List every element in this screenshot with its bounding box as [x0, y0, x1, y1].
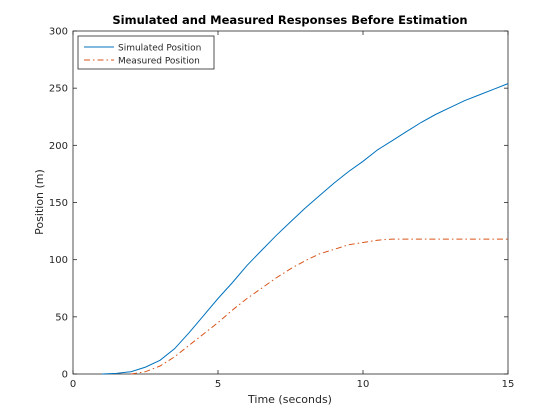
- y-tick-label: 100: [49, 255, 68, 266]
- series-simulated-position: [101, 83, 509, 375]
- y-axis-label: Position (m): [33, 169, 46, 235]
- x-axis-label: Time (seconds): [247, 393, 332, 406]
- legend: Simulated Position Measured Position: [77, 35, 215, 70]
- y-tick-label: 200: [49, 141, 68, 152]
- x-tick-label: 10: [357, 379, 370, 390]
- x-axis: 0 5 10 15: [70, 31, 515, 390]
- legend-box: [77, 35, 215, 70]
- y-tick-label: 150: [49, 198, 68, 209]
- series-layer: [101, 83, 509, 375]
- y-tick-label: 50: [55, 312, 68, 323]
- legend-label-measured: Measured Position: [118, 57, 200, 67]
- x-tick-label: 0: [70, 379, 76, 390]
- legend-label-simulated: Simulated Position: [118, 44, 201, 54]
- x-tick-label: 15: [502, 379, 515, 390]
- y-tick-label: 0: [62, 370, 68, 381]
- y-axis: 0 50 100 150 200 250 300: [49, 27, 508, 381]
- y-tick-label: 300: [49, 27, 68, 38]
- y-tick-label: 250: [49, 84, 68, 95]
- plot-area: [72, 30, 509, 375]
- x-tick-label: 5: [215, 379, 221, 390]
- chart-title: Simulated and Measured Responses Before …: [112, 13, 467, 27]
